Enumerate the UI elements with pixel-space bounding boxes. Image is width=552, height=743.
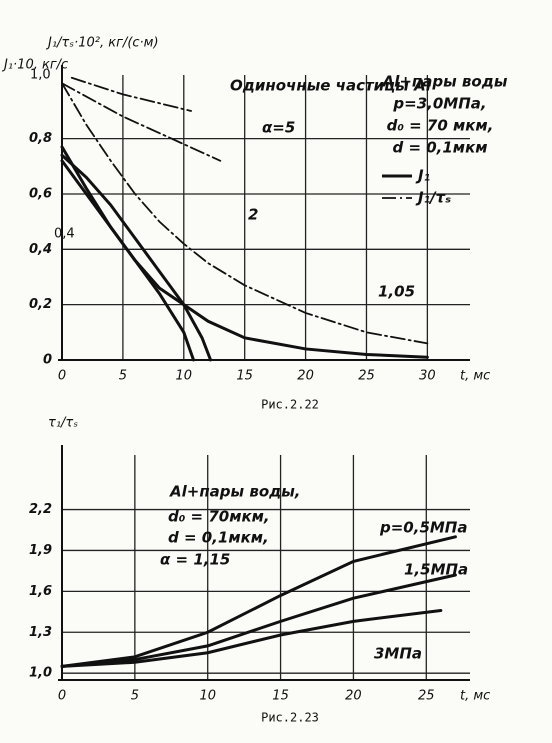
y-axis-label: J₁/τₛ·10², кг/(с·м) bbox=[45, 36, 159, 51]
annotation: 1,0 bbox=[30, 68, 51, 83]
annotation: 1,5МПа bbox=[404, 561, 468, 579]
figure-caption: Рис.2.23 bbox=[261, 711, 319, 725]
x-tick-label: 10 bbox=[199, 689, 216, 704]
y-tick-label: 0,4 bbox=[29, 242, 52, 257]
x-tick-label: 20 bbox=[345, 689, 362, 704]
data-line bbox=[60, 573, 457, 668]
annotation: α=5 bbox=[262, 119, 295, 137]
x-tick-label: 15 bbox=[236, 369, 253, 384]
figure-caption: Рис.2.22 bbox=[261, 398, 319, 412]
y-tick-label: 1,3 bbox=[29, 625, 52, 640]
x-tick-label: 20 bbox=[297, 369, 314, 384]
annotation: Al+пары воды bbox=[382, 73, 508, 91]
data-line bbox=[70, 76, 192, 112]
y-tick-label: 0 bbox=[43, 353, 52, 368]
annotation: p=3,0МПа, bbox=[392, 95, 486, 113]
data-line bbox=[60, 153, 213, 362]
data-line bbox=[60, 608, 443, 668]
x-tick-label: 5 bbox=[131, 689, 139, 704]
x-tick-label: 25 bbox=[418, 689, 435, 704]
annotation: 3МПа bbox=[374, 645, 422, 663]
data-line bbox=[61, 82, 222, 162]
annotation: Одиночные частицы Al bbox=[230, 77, 432, 95]
x-tick-label: 5 bbox=[119, 369, 127, 384]
annotation: 2 bbox=[248, 206, 258, 224]
y-tick-label: 1,0 bbox=[29, 666, 52, 681]
data-line bbox=[61, 82, 429, 345]
x-tick-label: 15 bbox=[272, 689, 289, 704]
y-tick-label: 1,9 bbox=[29, 543, 52, 558]
y-tick-label: 0,2 bbox=[29, 297, 52, 312]
data-line bbox=[60, 535, 457, 668]
data-line bbox=[60, 145, 429, 359]
annotation: d = 0,1мкм, bbox=[168, 529, 269, 547]
x-tick-label: 10 bbox=[176, 369, 193, 384]
legend-label: J₁ bbox=[415, 167, 430, 185]
legend-label: J₁/τₛ bbox=[415, 189, 451, 207]
x-tick-label: 30 bbox=[419, 369, 436, 384]
annotation: d₀ = 70мкм, bbox=[168, 508, 270, 526]
x-axis-label: t, мс bbox=[460, 689, 490, 704]
x-tick-label: 0 bbox=[58, 369, 66, 384]
y-axis-label: J₁·10, кг/с bbox=[1, 58, 68, 73]
annotation: d₀ = 70 мкм, bbox=[387, 117, 494, 135]
x-tick-label: 0 bbox=[58, 689, 66, 704]
y-tick-label: 0,6 bbox=[29, 186, 52, 201]
annotation: α = 1,15 bbox=[160, 551, 230, 569]
x-axis-label: t, мс bbox=[460, 369, 490, 384]
y-tick-label: 0,8 bbox=[29, 131, 52, 146]
annotation: Al+пары воды, bbox=[169, 483, 301, 501]
annotation: d = 0,1мкм bbox=[392, 139, 487, 157]
data-line bbox=[60, 159, 196, 362]
y-axis-label: τ₁/τₛ bbox=[48, 416, 78, 431]
y-tick-label: 2,2 bbox=[29, 502, 52, 517]
annotation: 0,4 bbox=[54, 227, 75, 242]
annotation: 1,05 bbox=[378, 283, 415, 301]
x-tick-label: 25 bbox=[358, 369, 375, 384]
y-tick-label: 1,6 bbox=[29, 584, 52, 599]
annotation: p=0,5МПа bbox=[379, 519, 467, 537]
